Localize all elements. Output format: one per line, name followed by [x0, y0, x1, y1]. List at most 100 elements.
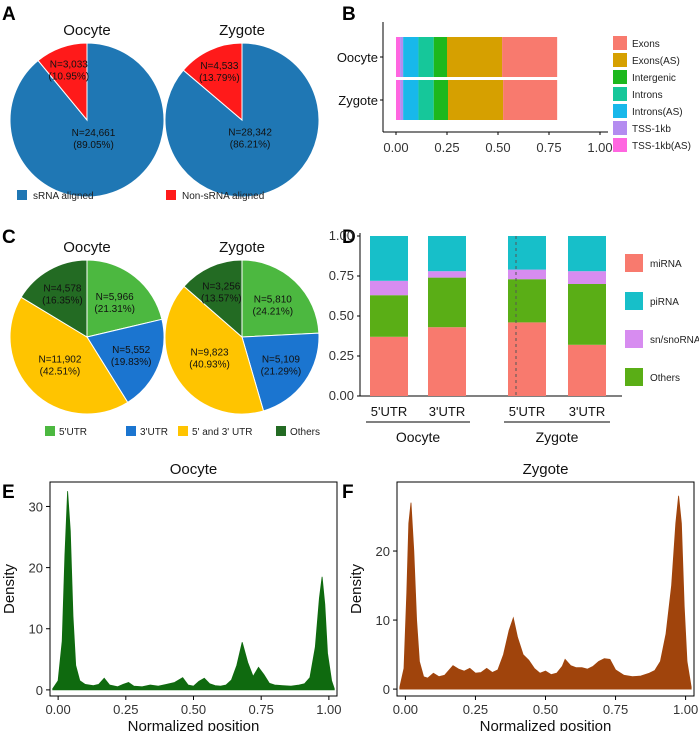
legend-label-exons: Exons: [632, 39, 660, 50]
y-tick-label-2: 0.50: [329, 308, 354, 323]
panel-a: A Oocyte N=24,661(89.05%) N=3,033(10.95%) Z…: [2, 4, 320, 202]
chart-title: Oocyte: [170, 461, 218, 478]
pie-title-oocyte: Oocyte: [63, 22, 111, 39]
legend-label-introns-as: Introns(AS): [632, 107, 683, 118]
bar-chart-d: 0.00 0.25 0.50 0.75 1.00 5'UTR 3'UTR 5'UTR 3'UTR…: [329, 228, 699, 445]
y-tick-label-1: 10: [376, 613, 390, 628]
y-tick-label-0: 0: [36, 683, 43, 698]
pie-group-c: Oocyte N=5,966(21.31%) N=5,552(19.83%) N=11…: [9, 239, 320, 415]
legend-c: 5'UTR 3'UTR 5' and 3' UTR Others: [45, 426, 320, 438]
y-tick-label-1: 10: [29, 622, 43, 637]
legend-swatch-5-utr: [45, 426, 55, 436]
bar-segment-2-mirna: [508, 322, 546, 396]
legend-label-introns: Introns: [632, 90, 663, 101]
legend-swatch-tss-1kb-as: [613, 138, 627, 152]
pie-label-n-zygote-srna-aligned: N=28,342: [228, 127, 272, 138]
pie-label-pct-zygote-5-and-3-utr: (40.93%): [189, 360, 230, 371]
bar-segment-3-others: [568, 284, 606, 345]
x-tick-label-1: 0.25: [434, 140, 459, 155]
y-tick-label-3: 30: [29, 499, 43, 514]
pie-title-zygote: Zygote: [219, 239, 265, 256]
bar-segment-0-pirna: [370, 236, 408, 281]
x-tick-label-0: 0.00: [45, 702, 70, 717]
panel-label-a: A: [2, 4, 16, 25]
pie-label-n-oocyte-non-srna-aligned: N=3,033: [50, 59, 89, 70]
pie-slice-oocyte-5-utr: [86, 259, 163, 338]
bar-segment-oocyte-intergenic: [433, 37, 447, 77]
pie-label-pct-oocyte-5-and-3-utr: (42.51%): [40, 366, 81, 377]
pie-title-zygote: Zygote: [219, 22, 265, 39]
pie-label-n-zygote-others: N=3,256: [202, 281, 241, 292]
legend-swatch-introns: [613, 87, 627, 101]
y-axis-label: Density: [1, 563, 18, 614]
panel-d: D 0.00 0.25 0.50 0.75 1.00 5'UTR 3'UTR 5'UTR 3'U…: [329, 227, 699, 445]
pie-slice-oocyte-others: [20, 259, 88, 338]
pie-label-pct-oocyte-others: (16.35%): [42, 295, 83, 306]
pie-label-pct-zygote-others: (13.57%): [201, 293, 242, 304]
x-tick-label-0: 0.00: [393, 702, 418, 717]
legend-label-5-utr: 5'UTR: [59, 427, 87, 438]
y-tick-label-1: 0.25: [329, 348, 354, 363]
pie-label-n-oocyte-srna-aligned: N=24,661: [72, 128, 116, 139]
x-tick-label-1: 0.25: [463, 702, 488, 717]
legend-label-non-srna-aligned: Non-sRNA aligned: [182, 191, 264, 202]
y-tick-label-0: 0.00: [329, 388, 354, 403]
bar-segment-zygote-exons: [503, 80, 558, 120]
x-tick-label-4: 1.00: [587, 140, 612, 155]
bar-segment-1-others: [428, 277, 466, 328]
x-tick-label-3: 0.75: [536, 140, 561, 155]
legend-label-others: Others: [650, 373, 680, 384]
bar-segment-2-others: [508, 279, 546, 323]
density-chart-e: Oocyte 0.00 0.25 0.50 0.75 1.00 0 10 20 30 Normali…: [1, 461, 342, 731]
bar-segment-2-pirna: [508, 236, 546, 270]
pie-slice-oocyte-non-srna-aligned: [37, 42, 88, 122]
panel-label-f: F: [342, 482, 354, 503]
panel-e: E Oocyte 0.00 0.25 0.50 0.75 1.00 0 10 20 30 Norma…: [1, 461, 342, 731]
bar-segment-oocyte-introns: [418, 37, 434, 77]
bar-segment-3-pirna: [568, 236, 606, 272]
y-tick-label-2: 20: [376, 544, 390, 559]
y-axis-label: Density: [348, 563, 365, 614]
bar-segment-2-sn-snorna: [508, 269, 546, 280]
pie-slice-zygote-5-and-3-utr: [164, 285, 265, 415]
legend-label-sn-snorna: sn/snoRNA: [650, 335, 699, 346]
legend-label-exons-as: Exons(AS): [632, 56, 680, 67]
pie-slice-zygote-3-utr: [241, 332, 320, 412]
bar-segment-1-sn-snorna: [428, 271, 466, 278]
bar-segment-zygote-introns-as: [403, 80, 419, 120]
legend-swatch-sn-snorna: [625, 330, 643, 348]
y-tick-label-2: 20: [29, 561, 43, 576]
pie-slice-oocyte-5-and-3-utr: [9, 296, 129, 415]
x-tick-label-0: 0.00: [383, 140, 408, 155]
legend-swatch-pirna: [625, 292, 643, 310]
legend-swatch-5-and-3-utr: [178, 426, 188, 436]
bar-segment-zygote-tss-1kb-as: [396, 80, 401, 120]
x-tick-label-2: 0.50: [533, 702, 558, 717]
group-label-zygote: Zygote: [536, 429, 579, 445]
legend-swatch-others: [625, 368, 643, 386]
pie-label-n-zygote-5-utr: N=5,810: [254, 295, 293, 306]
legend-label-tss-1kb: TSS-1kb: [632, 124, 671, 135]
bar-segment-oocyte-introns-as: [403, 37, 419, 77]
bar-segment-3-sn-snorna: [568, 271, 606, 284]
pie-label-n-zygote-5-and-3-utr: N=9,823: [190, 348, 229, 359]
y-tick-label-3: 0.75: [329, 268, 354, 283]
legend-label-mirna: miRNA: [650, 259, 682, 270]
x-tick-label-2: 5'UTR: [509, 404, 545, 419]
bar-segment-zygote-exons-as: [448, 80, 504, 120]
bar-segment-3-mirna: [568, 344, 606, 396]
pie-label-n-zygote-non-srna-aligned: N=4,533: [200, 61, 239, 72]
x-tick-label-2: 0.50: [181, 702, 206, 717]
chart-title: Zygote: [523, 461, 569, 478]
bar-segment-oocyte-tss-1kb: [400, 37, 404, 77]
x-tick-label-3: 0.75: [603, 702, 628, 717]
panel-b: B Oocyte Zygote 0.00 0.25 0.50 0.75 1.00 Exons E…: [337, 4, 691, 155]
y-tick-label-0: 0: [383, 682, 390, 697]
pie-label-n-oocyte-5-and-3-utr: N=11,902: [39, 354, 82, 365]
pie-label-n-oocyte-3-utr: N=5,552: [112, 345, 151, 356]
legend-swatch-others: [276, 426, 286, 436]
legend-swatch-srna-aligned: [17, 190, 27, 200]
panel-label-c: C: [2, 227, 16, 248]
pie-title-oocyte: Oocyte: [63, 239, 111, 256]
